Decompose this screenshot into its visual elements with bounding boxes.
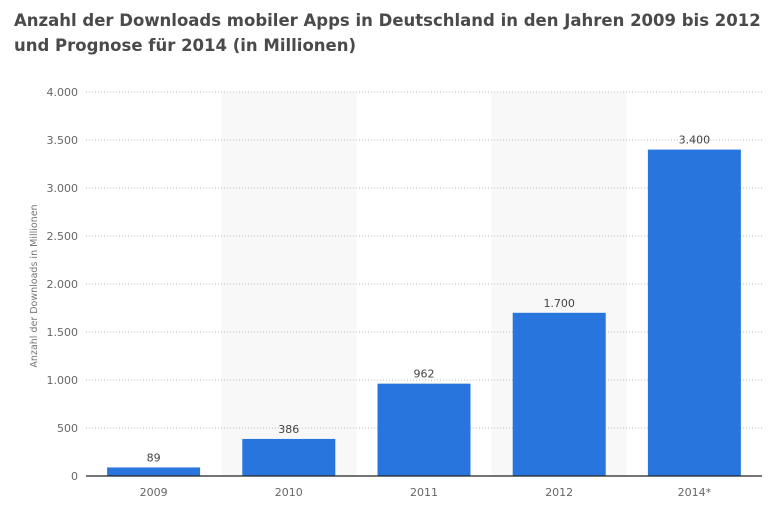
- x-tick-label: 2014*: [678, 486, 712, 499]
- x-tick-label: 2011: [410, 486, 438, 499]
- y-tick-label: 4.000: [47, 86, 79, 99]
- data-label: 3.400: [679, 134, 711, 147]
- column-band: [221, 92, 357, 476]
- x-tick-label: 2010: [275, 486, 303, 499]
- x-tick-label: 2009: [140, 486, 168, 499]
- x-tick-label: 2012: [545, 486, 573, 499]
- bar: [647, 149, 741, 476]
- y-tick-label: 1.000: [47, 374, 79, 387]
- bar: [107, 467, 201, 476]
- y-tick-label: 0: [71, 470, 78, 483]
- y-tick-label: 3.000: [47, 182, 79, 195]
- y-axis-label: Anzahl der Downloads in Millionen: [29, 204, 40, 367]
- y-tick-label: 2.500: [47, 230, 79, 243]
- chart-title: Anzahl der Downloads mobiler Apps in Deu…: [14, 11, 761, 55]
- y-tick-label: 3.500: [47, 134, 79, 147]
- data-label: 89: [147, 451, 161, 464]
- y-tick-label: 500: [57, 422, 78, 435]
- data-label: 962: [414, 368, 435, 381]
- y-tick-label: 1.500: [47, 326, 79, 339]
- data-label: 1.700: [543, 297, 575, 310]
- data-label: 386: [278, 423, 299, 436]
- y-tick-label: 2.000: [47, 278, 79, 291]
- bar: [242, 438, 336, 476]
- bar: [512, 312, 606, 476]
- bar: [377, 383, 471, 476]
